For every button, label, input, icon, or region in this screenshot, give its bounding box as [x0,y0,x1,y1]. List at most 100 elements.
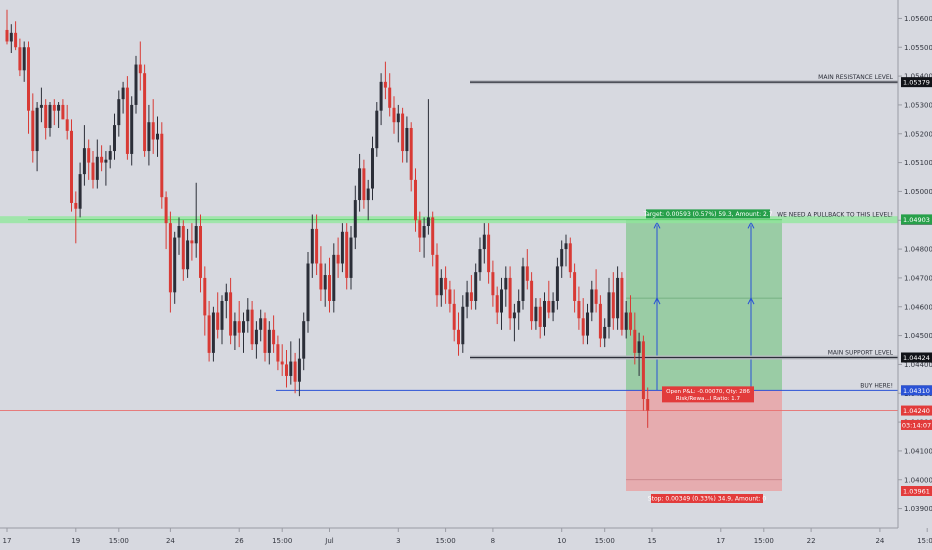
candle[interactable] [431,211,435,267]
candle[interactable] [104,151,108,186]
candle[interactable] [242,312,245,353]
candle[interactable] [319,246,323,301]
candle[interactable] [525,249,529,290]
candle[interactable] [276,335,280,371]
candle[interactable] [383,61,387,100]
candle[interactable] [125,76,129,160]
candle[interactable] [297,338,301,397]
stop-zone[interactable] [626,390,782,491]
candle[interactable] [177,217,181,255]
candle[interactable] [285,350,288,388]
candle[interactable] [168,211,172,313]
candle[interactable] [143,64,147,157]
candle[interactable] [323,263,327,307]
candle[interactable] [117,90,121,137]
candle[interactable] [207,300,211,362]
candle[interactable] [113,113,116,160]
candle[interactable] [362,159,366,209]
candle[interactable] [27,41,30,134]
candle[interactable] [91,151,95,189]
candle[interactable] [414,168,417,232]
candle[interactable] [577,286,581,330]
candle[interactable] [603,318,607,348]
candle[interactable] [457,312,460,356]
candle[interactable] [147,104,151,166]
axis-price-badge[interactable] [901,405,932,416]
candle[interactable] [607,277,611,339]
stop-info-box[interactable] [651,493,763,503]
candle[interactable] [495,286,499,325]
candle[interactable] [586,303,589,345]
candle[interactable] [87,139,91,180]
candle[interactable] [426,99,430,235]
candle[interactable] [280,344,284,376]
main-support-price-badge[interactable] [901,352,932,363]
candle[interactable] [306,251,310,333]
candle[interactable] [263,312,267,362]
candle[interactable] [186,228,190,278]
candle[interactable] [465,280,469,319]
candle[interactable] [52,99,56,126]
candle[interactable] [246,298,250,333]
candle[interactable] [598,295,602,348]
candle[interactable] [448,280,452,313]
candle[interactable] [211,306,215,362]
candle[interactable] [388,73,392,117]
candle[interactable] [95,139,99,189]
price-axis[interactable] [898,0,932,550]
candle[interactable] [358,153,362,212]
candle[interactable] [18,38,22,77]
pnl-info-box[interactable] [662,386,754,403]
candle[interactable] [224,283,228,319]
candle[interactable] [315,214,319,276]
candle[interactable] [637,332,641,376]
candle[interactable] [259,309,263,342]
target-zone[interactable] [626,219,782,391]
candle[interactable] [482,223,486,264]
candle[interactable] [439,269,443,307]
candle[interactable] [203,266,207,336]
candle[interactable] [340,223,344,273]
candle[interactable] [641,335,645,411]
candle[interactable] [100,145,104,172]
candle[interactable] [220,295,224,345]
candle[interactable] [74,191,78,244]
candle[interactable] [547,280,551,319]
candle[interactable] [70,119,73,212]
candle[interactable] [594,269,598,313]
candle[interactable] [366,179,370,221]
candle[interactable] [405,116,409,163]
candle[interactable] [508,266,512,330]
candle[interactable] [616,266,620,330]
candle[interactable] [233,312,237,350]
candle[interactable] [250,300,254,350]
candle[interactable] [156,116,159,157]
candle[interactable] [151,99,155,154]
candle[interactable] [272,315,276,353]
candle[interactable] [293,352,297,394]
candle[interactable] [500,277,503,330]
candle[interactable] [31,93,35,163]
candle[interactable] [474,263,478,310]
candle[interactable] [478,237,482,281]
candle[interactable] [521,257,525,310]
candle[interactable] [353,185,357,250]
candle[interactable] [57,102,61,128]
candle[interactable] [160,122,164,209]
candle[interactable] [35,102,39,172]
candle[interactable] [551,292,555,322]
candle[interactable] [629,295,632,336]
time-axis[interactable] [0,528,932,550]
candle[interactable] [560,240,564,278]
candle[interactable] [130,96,134,166]
candle[interactable] [61,99,65,120]
candle[interactable] [216,292,220,339]
candle[interactable] [646,387,650,428]
candle[interactable] [194,182,198,258]
candle[interactable] [44,99,48,140]
candle[interactable] [229,277,233,345]
candle[interactable] [418,211,422,252]
candle[interactable] [534,298,538,330]
candle[interactable] [349,226,353,290]
